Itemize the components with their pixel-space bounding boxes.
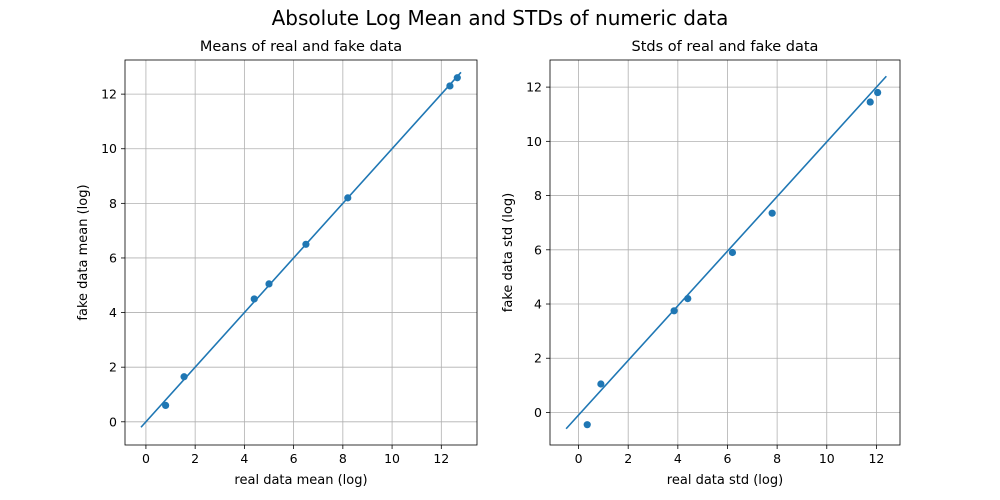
means-y-tick-label: 4 [109, 305, 117, 320]
stds-data-point [728, 248, 737, 257]
means-y-tick-label: 8 [109, 196, 117, 211]
means-y-tick-label: 10 [101, 141, 117, 156]
means-data-point [162, 401, 170, 410]
means-data-point [250, 295, 258, 303]
means-reference-line [140, 71, 462, 428]
means-x-tick-label: 6 [290, 451, 298, 466]
stds-reference-line [565, 75, 887, 430]
means-chart-y-axis-label: fake data mean (log) [76, 184, 91, 320]
means-chart-title: Means of real and fake data [200, 39, 402, 55]
means-y-tick-label: 0 [109, 414, 117, 429]
means-data-point [265, 280, 273, 288]
means-chart-x-axis-label: real data mean (log) [234, 473, 367, 488]
means-y-tick-label: 12 [101, 87, 117, 102]
means-ticks: 0 2 4 6 8 10 12 0 2 4 6 8 10 12 [101, 87, 449, 466]
means-data-point [180, 373, 188, 381]
stds-y-tick-label: 8 [534, 188, 542, 203]
stds-ticks: 0 2 4 6 8 10 12 0 2 4 6 8 10 12 [526, 80, 884, 466]
stds-x-tick-label: 4 [674, 451, 682, 466]
means-x-tick-label: 12 [433, 451, 449, 466]
means-x-tick-label: 10 [384, 451, 400, 466]
stds-y-tick-label: 2 [534, 351, 542, 366]
means-grid [125, 60, 477, 445]
stds-data-point [866, 98, 874, 106]
stds-points [583, 88, 882, 429]
stds-x-tick-label: 0 [575, 451, 583, 466]
stds-y-tick-label: 4 [534, 297, 542, 312]
stds-x-tick-label: 6 [724, 451, 732, 466]
means-x-tick-label: 8 [339, 451, 347, 466]
stds-x-tick-label: 2 [624, 451, 632, 466]
stds-grid [550, 60, 900, 445]
stds-x-tick-label: 12 [868, 451, 884, 466]
stds-data-point [670, 307, 678, 315]
stds-chart-title: Stds of real and fake data [632, 39, 819, 55]
stds-y-tick-label: 6 [534, 242, 542, 257]
stds-data-point [874, 88, 882, 97]
stds-axes-frame [549, 59, 901, 446]
means-chart: 0 2 4 6 8 10 12 0 2 4 6 8 10 12 Means of real and fake… [76, 39, 478, 488]
stds-y-tick-label: 10 [526, 134, 542, 149]
stds-chart: 0 2 4 6 8 10 12 0 2 4 6 8 10 12 Stds of real and fake … [501, 39, 901, 488]
means-x-tick-label: 0 [142, 451, 150, 466]
stds-x-tick-label: 8 [773, 451, 781, 466]
means-y-tick-label: 6 [109, 250, 117, 265]
means-y-tick-label: 2 [109, 360, 117, 375]
means-x-tick-label: 2 [191, 451, 199, 466]
stds-data-point [768, 209, 776, 217]
means-axes-frame [124, 59, 478, 446]
stds-x-tick-label: 10 [819, 451, 835, 466]
stds-data-point [684, 294, 692, 303]
means-points [162, 74, 461, 410]
stds-data-point [597, 380, 605, 388]
means-x-tick-label: 4 [240, 451, 248, 466]
figure-suptitle: Absolute Log Mean and STDs of numeric da… [272, 6, 729, 30]
stds-y-tick-label: 0 [534, 405, 542, 420]
stds-chart-x-axis-label: real data std (log) [667, 473, 783, 488]
means-data-point [302, 240, 310, 248]
means-data-point [344, 194, 352, 202]
means-data-point [453, 74, 461, 82]
stds-chart-y-axis-label: fake data std (log) [501, 193, 516, 312]
stds-y-tick-label: 12 [526, 80, 542, 95]
stds-data-point [583, 421, 591, 429]
means-data-point [446, 82, 454, 90]
